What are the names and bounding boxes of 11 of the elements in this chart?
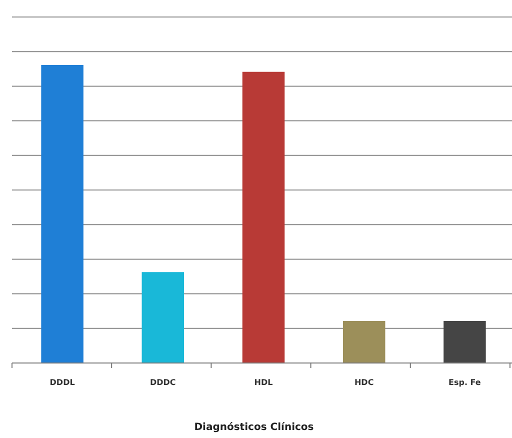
bar <box>444 320 486 363</box>
x-tick-label: DDDL <box>50 378 75 387</box>
x-tick-label: DDDC <box>150 378 176 387</box>
x-axis-title: Diagnósticos Clínicos <box>194 422 314 433</box>
x-tick-label: Esp. Fe <box>448 378 482 387</box>
bar <box>142 272 184 363</box>
bar <box>242 72 285 363</box>
bar <box>342 320 386 363</box>
bar <box>41 64 84 363</box>
x-tick-label: HDC <box>354 378 374 387</box>
x-tick-label: HDL <box>254 378 273 387</box>
